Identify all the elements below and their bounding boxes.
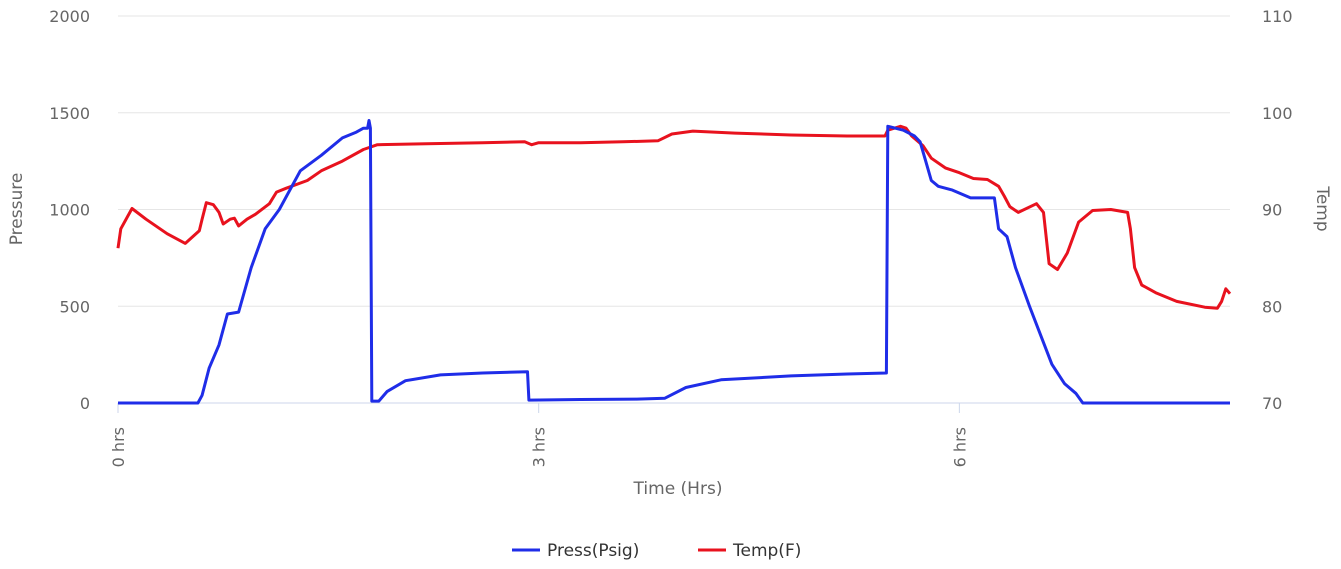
legend-label-temp[interactable]: Temp(F) xyxy=(732,541,801,561)
right-tick-label: 70 xyxy=(1262,394,1282,413)
x-tick-label: 0 hrs xyxy=(109,427,128,467)
left-tick-label: 2000 xyxy=(49,7,90,26)
right-tick-label: 100 xyxy=(1262,104,1293,123)
series-layer xyxy=(116,119,1232,405)
legend-item-pressure[interactable]: Press(Psig) xyxy=(512,541,639,561)
axes: 0 500 1000 1500 2000 70 80 90 100 110 0 hrs 3 hrs 6 … xyxy=(49,7,1292,467)
left-tick-label: 500 xyxy=(59,297,90,316)
x-tick-label: 3 hrs xyxy=(530,427,549,467)
left-tick-label: 1500 xyxy=(49,104,90,123)
series-line-pressure[interactable] xyxy=(118,119,1230,405)
right-tick-label: 80 xyxy=(1262,297,1282,316)
left-tick-label: 1000 xyxy=(49,201,90,220)
right-axis-title: Temp xyxy=(1312,185,1332,231)
x-axis-title: Time (Hrs) xyxy=(633,479,723,499)
left-axis-title: Pressure xyxy=(7,173,27,246)
left-tick-label: 0 xyxy=(80,394,90,413)
right-tick-label: 90 xyxy=(1262,201,1282,220)
legend: Press(Psig) Temp(F) xyxy=(512,541,801,561)
legend-item-temp[interactable]: Temp(F) xyxy=(698,541,801,561)
series-line-temp[interactable] xyxy=(116,124,1232,310)
legend-label-pressure[interactable]: Press(Psig) xyxy=(547,541,639,561)
right-tick-label: 110 xyxy=(1262,7,1293,26)
x-tick-label: 6 hrs xyxy=(950,427,969,467)
grid-lines xyxy=(118,15,1230,404)
